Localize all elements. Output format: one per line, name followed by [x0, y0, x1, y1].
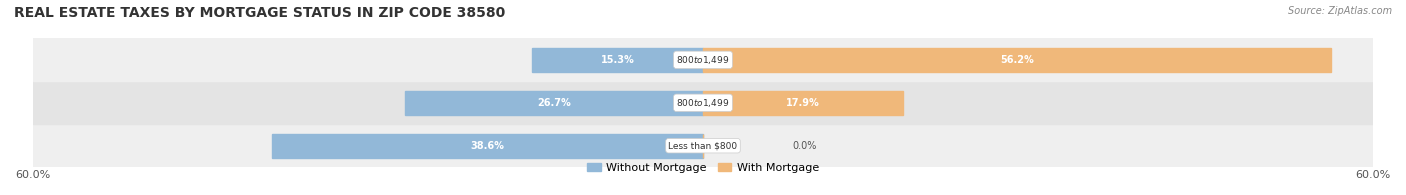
Text: 56.2%: 56.2% [1000, 55, 1033, 65]
Text: $800 to $1,499: $800 to $1,499 [676, 97, 730, 109]
Bar [32, 38, 1374, 81]
Text: 26.7%: 26.7% [537, 98, 571, 108]
Legend: Without Mortgage, With Mortgage: Without Mortgage, With Mortgage [582, 158, 824, 177]
Bar [531, 48, 703, 72]
Bar [405, 91, 703, 115]
Bar [271, 134, 703, 158]
Bar [32, 124, 1374, 167]
Bar [703, 48, 1331, 72]
Text: 0.0%: 0.0% [793, 141, 817, 151]
Text: REAL ESTATE TAXES BY MORTGAGE STATUS IN ZIP CODE 38580: REAL ESTATE TAXES BY MORTGAGE STATUS IN … [14, 6, 505, 20]
Bar [32, 81, 1374, 124]
Text: Less than $800: Less than $800 [668, 141, 738, 150]
Text: 15.3%: 15.3% [600, 55, 634, 65]
Text: Source: ZipAtlas.com: Source: ZipAtlas.com [1288, 6, 1392, 16]
Bar [703, 91, 903, 115]
Text: 38.6%: 38.6% [471, 141, 505, 151]
Text: 17.9%: 17.9% [786, 98, 820, 108]
Text: $800 to $1,499: $800 to $1,499 [676, 54, 730, 66]
